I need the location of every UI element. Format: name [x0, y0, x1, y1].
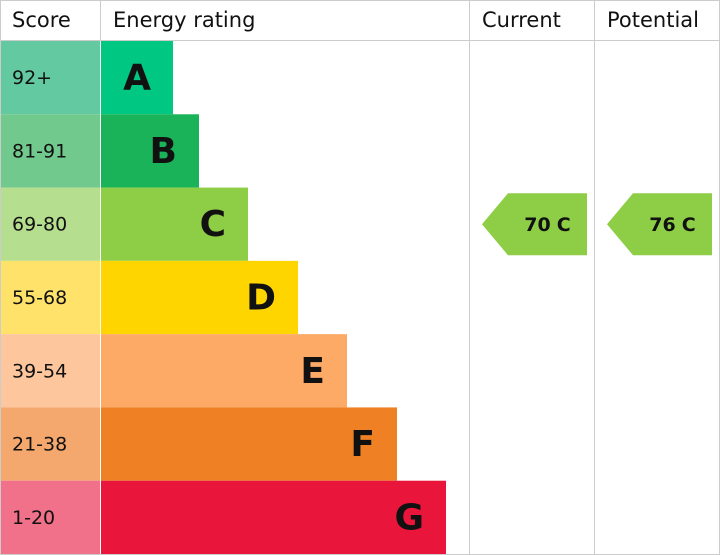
- header-potential: Potential: [607, 8, 699, 32]
- score-label: 81-91: [12, 140, 67, 162]
- score-cell: [1, 480, 100, 554]
- score-cell: [1, 407, 100, 481]
- score-label: 55-68: [12, 287, 67, 309]
- rating-letter: A: [123, 58, 151, 99]
- rating-bar: [101, 480, 446, 554]
- score-cell: [1, 187, 100, 261]
- rating-bar: [101, 334, 347, 408]
- rating-arrow: [607, 193, 712, 256]
- header-score: Score: [12, 8, 71, 32]
- rating-letter: D: [246, 278, 276, 319]
- rating-letter: C: [557, 214, 571, 236]
- rating-arrow-label: 70 C: [524, 214, 570, 236]
- score-cell: [1, 334, 100, 408]
- score-label: 1-20: [12, 507, 55, 529]
- rating-letter: C: [200, 204, 226, 245]
- rating-arrow-label: 76 C: [649, 214, 695, 236]
- rating-letter: B: [150, 131, 177, 172]
- score-label: 92+: [12, 67, 52, 89]
- rating-bar: [101, 41, 173, 115]
- rating-letter: G: [394, 497, 424, 538]
- score-label: 39-54: [12, 360, 67, 382]
- header-current: Current: [482, 8, 561, 32]
- rating-bar: [101, 407, 397, 481]
- rating-bar: [101, 260, 298, 335]
- score-label: 69-80: [12, 214, 67, 236]
- rating-letter: E: [300, 351, 325, 392]
- rating-bar: [101, 114, 199, 188]
- score-cell: [1, 114, 100, 188]
- rating-bar: [101, 187, 248, 261]
- rating-value: 70: [524, 214, 550, 236]
- rating-letter: C: [682, 214, 696, 236]
- score-label: 21-38: [12, 434, 67, 456]
- rating-letter: F: [350, 424, 375, 465]
- rating-arrow: [482, 193, 587, 256]
- score-cell: [1, 260, 100, 335]
- rating-value: 76: [649, 214, 675, 236]
- header-rating: Energy rating: [113, 8, 255, 32]
- score-cell: [1, 41, 100, 115]
